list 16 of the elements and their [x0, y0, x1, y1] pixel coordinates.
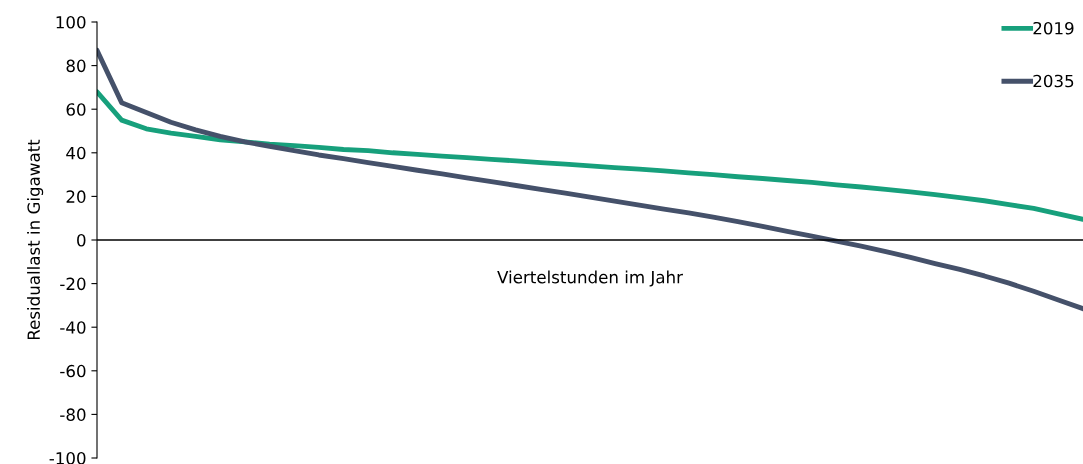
y-tick-label: 80	[66, 59, 86, 73]
y-tick-label: 0	[77, 233, 86, 247]
y-tick-label: -100	[49, 451, 86, 464]
legend-label: 2019	[1033, 21, 1074, 35]
y-tick-label: -40	[60, 321, 86, 334]
y-tick-label: -60	[60, 364, 86, 378]
legend-label: 2035	[1033, 74, 1074, 88]
x-axis-title: Viertelstunden im Jahr	[497, 270, 683, 287]
y-tick-label: -80	[60, 408, 86, 421]
y-tick-label: 60	[66, 103, 86, 116]
y-tick-label: 100	[56, 15, 86, 29]
y-tick-label: 40	[66, 146, 86, 160]
y-tick-label: 20	[66, 190, 86, 203]
y-tick-label: -20	[60, 277, 86, 291]
y-axis-title: Residuallast in Gigawatt	[27, 139, 44, 340]
line-series	[97, 89, 1083, 222]
